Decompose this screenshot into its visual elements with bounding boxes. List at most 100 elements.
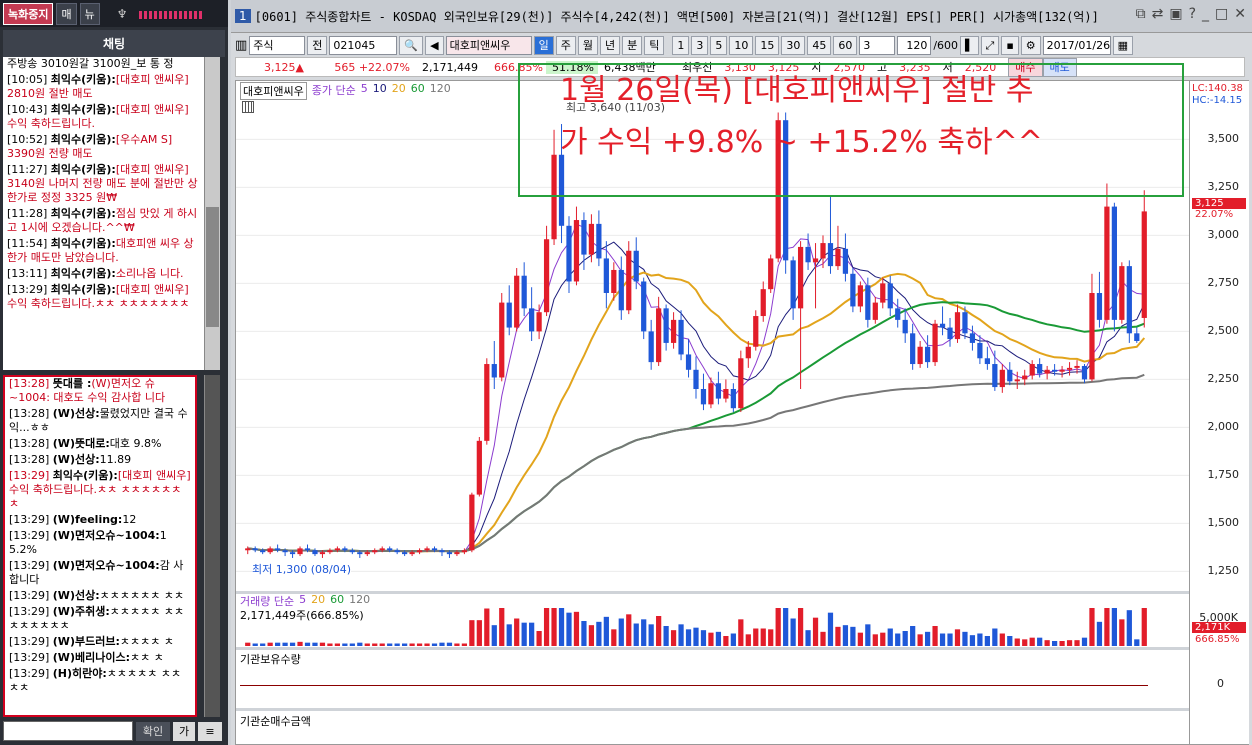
date-input[interactable]: 2017/01/26	[1042, 35, 1111, 55]
candle[interactable]	[969, 325, 976, 351]
candle[interactable]	[1044, 365, 1050, 380]
candle[interactable]	[857, 281, 863, 313]
candle[interactable]	[275, 544, 281, 553]
candle[interactable]	[536, 304, 542, 340]
candle[interactable]	[730, 383, 736, 413]
maximize-icon[interactable]: □	[1215, 6, 1229, 22]
candle[interactable]	[521, 262, 527, 317]
interval-10[interactable]: 10	[729, 35, 754, 55]
candle[interactable]	[641, 277, 647, 340]
candle[interactable]	[379, 546, 385, 553]
candle[interactable]	[484, 358, 490, 445]
candle[interactable]	[588, 214, 595, 263]
candle[interactable]	[910, 323, 916, 370]
candle[interactable]	[678, 310, 684, 361]
candle[interactable]	[446, 550, 453, 558]
candle[interactable]	[1066, 362, 1073, 376]
candle[interactable]	[454, 550, 460, 557]
candle[interactable]	[461, 548, 468, 555]
bar-icon[interactable]: ▌	[960, 35, 979, 55]
candle[interactable]	[304, 544, 311, 553]
candle[interactable]	[319, 550, 326, 558]
candle[interactable]	[820, 235, 826, 269]
candle[interactable]	[439, 548, 445, 557]
grid-icon[interactable]	[242, 101, 254, 113]
minimize-icon[interactable]: _	[1202, 6, 1210, 22]
candle[interactable]	[865, 277, 871, 328]
candle[interactable]	[566, 216, 572, 293]
candle[interactable]	[349, 548, 355, 555]
interval-60[interactable]: 60	[833, 35, 858, 55]
candle[interactable]	[469, 492, 475, 553]
candle[interactable]	[880, 277, 886, 309]
candle[interactable]	[596, 210, 602, 267]
candle[interactable]	[984, 346, 990, 370]
candle[interactable]	[670, 312, 677, 349]
candle[interactable]	[514, 268, 520, 332]
candle[interactable]	[812, 243, 819, 309]
candle[interactable]	[1059, 365, 1065, 378]
candle[interactable]	[917, 341, 923, 368]
candle[interactable]	[835, 225, 841, 270]
interval-select[interactable]: 3	[859, 35, 896, 55]
price-chart[interactable]	[236, 81, 1189, 596]
candle[interactable]	[364, 550, 370, 557]
candle[interactable]	[334, 546, 341, 553]
candle[interactable]	[1126, 260, 1132, 343]
candle[interactable]	[656, 296, 662, 366]
candle[interactable]	[499, 293, 505, 382]
candle[interactable]	[372, 548, 378, 555]
link-icon[interactable]: ⇄	[1151, 6, 1164, 22]
sell-tab[interactable]: 매	[56, 2, 77, 25]
period-tick[interactable]: 틱	[644, 35, 665, 55]
restore-icon[interactable]: ⧉	[1135, 6, 1146, 22]
tile-icon[interactable]: ▣	[1169, 6, 1183, 22]
volume-chart[interactable]	[236, 606, 1189, 646]
menu-button[interactable]: ≡	[198, 722, 222, 741]
font-size-button[interactable]: 가	[173, 722, 195, 741]
candle[interactable]	[633, 237, 639, 290]
speaker-icon[interactable]: ◀︎	[425, 35, 444, 55]
candle[interactable]	[738, 350, 744, 413]
candle[interactable]	[1074, 360, 1080, 374]
stock-code-input[interactable]: 021045	[329, 35, 398, 55]
interval-45[interactable]: 45	[807, 35, 832, 55]
candle[interactable]	[491, 341, 497, 389]
candle[interactable]	[992, 350, 998, 391]
candle[interactable]	[342, 546, 348, 553]
candle[interactable]	[924, 335, 931, 368]
chat-scrollbar-bottom[interactable]	[204, 375, 220, 717]
chat-scrollbar-top[interactable]	[204, 57, 220, 370]
asset-type-select[interactable]: 주식	[249, 35, 306, 55]
candle[interactable]	[685, 339, 692, 378]
period-year[interactable]: 년	[599, 35, 621, 55]
candle[interactable]	[558, 124, 565, 244]
candle[interactable]	[827, 197, 834, 274]
close-icon[interactable]: ✕	[1234, 6, 1246, 22]
candle[interactable]	[431, 546, 438, 553]
candle[interactable]	[245, 546, 251, 555]
candle[interactable]	[872, 296, 878, 324]
calendar-icon[interactable]: ▦	[1112, 35, 1134, 55]
interval-30[interactable]: 30	[781, 35, 806, 55]
candle[interactable]	[529, 287, 535, 341]
candle[interactable]	[357, 550, 363, 558]
candle[interactable]	[327, 548, 333, 555]
candle[interactable]	[902, 308, 908, 343]
candle[interactable]	[267, 546, 273, 555]
candle[interactable]	[1081, 364, 1088, 384]
candle[interactable]	[775, 112, 781, 263]
help-icon[interactable]: ?	[1188, 6, 1197, 22]
candle[interactable]	[1029, 360, 1035, 380]
stock-name-field[interactable]: 대호피앤씨우	[445, 35, 532, 55]
candle[interactable]	[693, 356, 699, 399]
candle[interactable]	[708, 377, 714, 409]
candle[interactable]	[700, 373, 707, 411]
candle-count-input[interactable]: 120	[897, 35, 932, 55]
candle[interactable]	[977, 335, 983, 365]
candle[interactable]	[416, 548, 423, 555]
period-week[interactable]: 주	[555, 35, 576, 55]
candle[interactable]	[648, 319, 654, 370]
candle[interactable]	[543, 225, 550, 317]
candle[interactable]	[551, 129, 557, 245]
